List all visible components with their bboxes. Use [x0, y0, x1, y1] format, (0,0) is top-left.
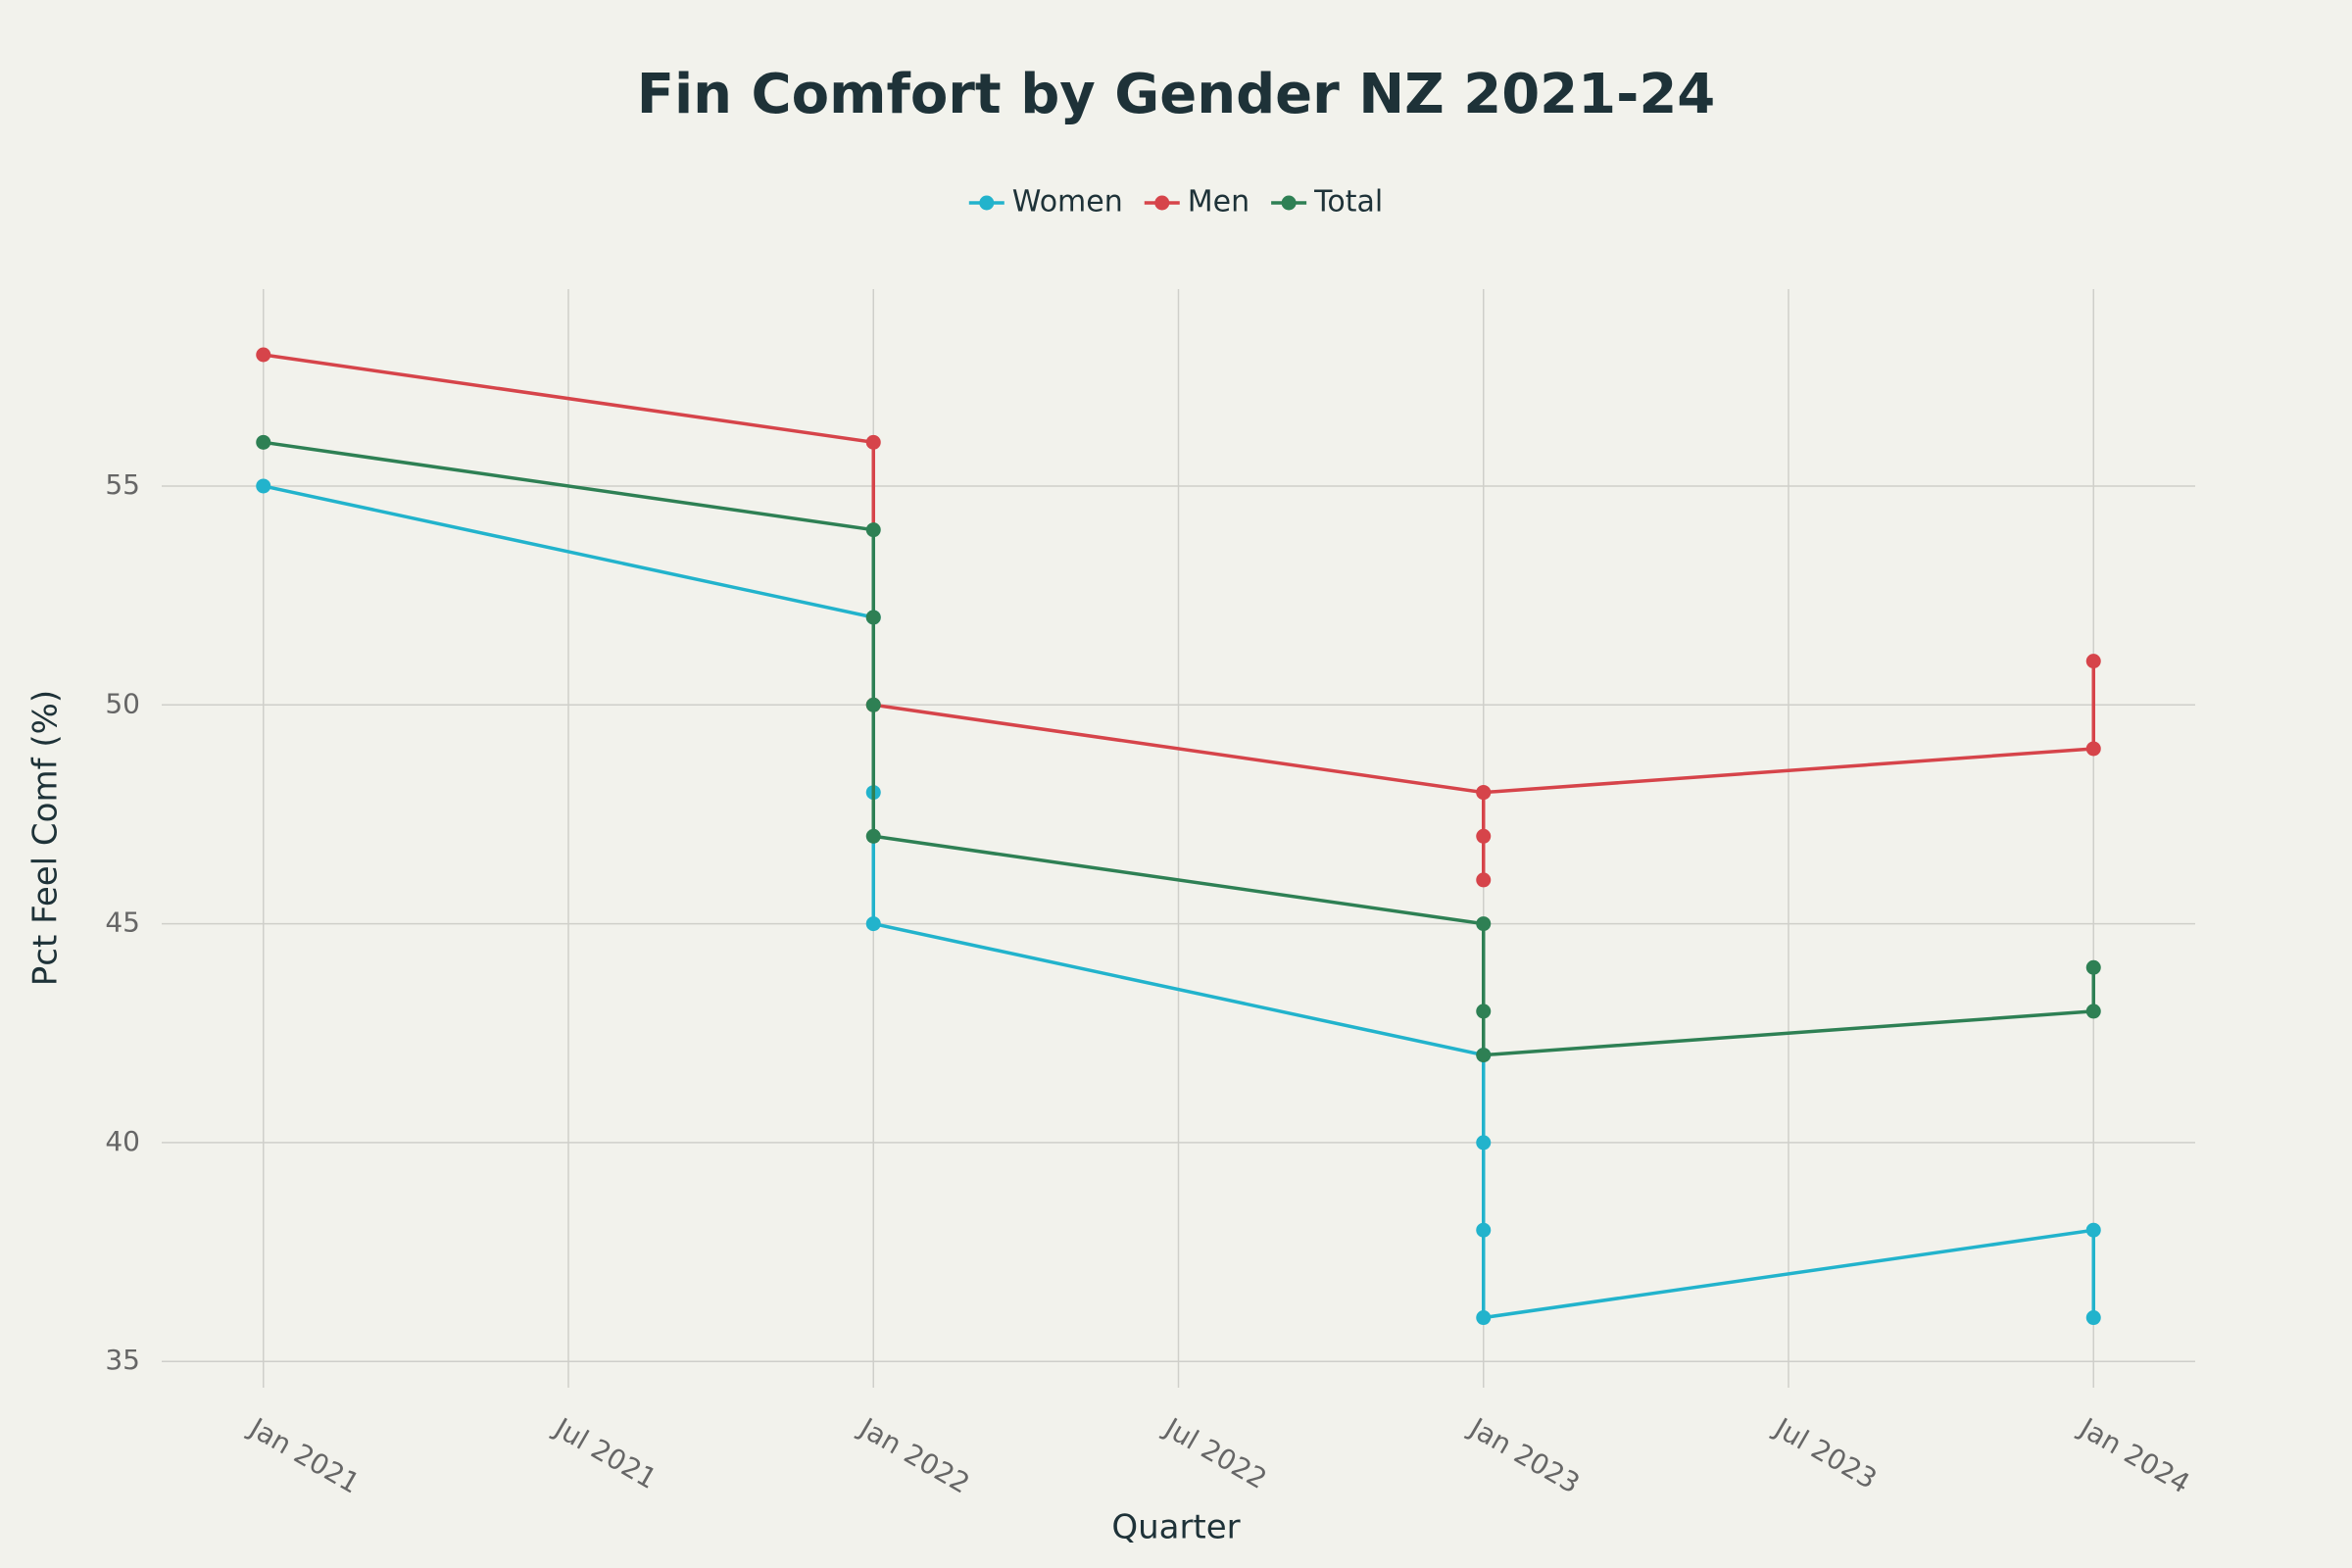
legend: Women Men Total: [968, 185, 1383, 220]
data-point: [1476, 916, 1492, 932]
chart-title: Fin Comfort by Gender NZ 2021-24: [637, 63, 1716, 126]
data-point: [2085, 1222, 2101, 1238]
legend-label: Total: [1313, 185, 1383, 220]
data-point: [2085, 741, 2101, 757]
data-point: [865, 610, 881, 625]
data-point: [1476, 1004, 1492, 1019]
legend-marker: [979, 195, 995, 211]
legend-item: Women: [968, 185, 1123, 220]
y-tick-label: 45: [105, 906, 140, 939]
x-axis-title: Quarter: [1111, 1508, 1240, 1547]
data-point: [865, 522, 881, 538]
plot: [256, 347, 2101, 1326]
data-point: [1476, 1222, 1492, 1238]
data-point: [865, 828, 881, 844]
y-tick-label: 40: [105, 1125, 140, 1157]
y-tick-label: 55: [105, 468, 140, 501]
data-point: [256, 434, 271, 450]
data-point: [865, 916, 881, 932]
data-point: [1476, 872, 1492, 888]
data-point: [256, 347, 271, 363]
data-point: [1476, 828, 1492, 844]
series-line: [263, 440, 2095, 1057]
legend-item: Total: [1271, 185, 1383, 220]
legend-marker: [1154, 195, 1170, 211]
legend-label: Men: [1188, 185, 1250, 220]
data-point: [865, 697, 881, 712]
y-tick-label: 35: [105, 1344, 140, 1376]
data-point: [1476, 1135, 1492, 1151]
data-point: [865, 434, 881, 450]
data-point: [2085, 1004, 2101, 1019]
y-tick-label: 50: [105, 687, 140, 719]
data-point: [1476, 1310, 1492, 1326]
data-point: [2085, 654, 2101, 669]
data-point: [256, 478, 271, 494]
legend-label: Women: [1012, 185, 1123, 220]
data-point: [2085, 959, 2101, 975]
data-point: [1476, 785, 1492, 801]
y-axis-title: Pct Feel Comf (%): [26, 690, 66, 986]
legend-marker: [1281, 195, 1297, 211]
legend-item: Men: [1144, 185, 1250, 220]
data-point: [2085, 1310, 2101, 1326]
data-point: [1476, 1048, 1492, 1063]
